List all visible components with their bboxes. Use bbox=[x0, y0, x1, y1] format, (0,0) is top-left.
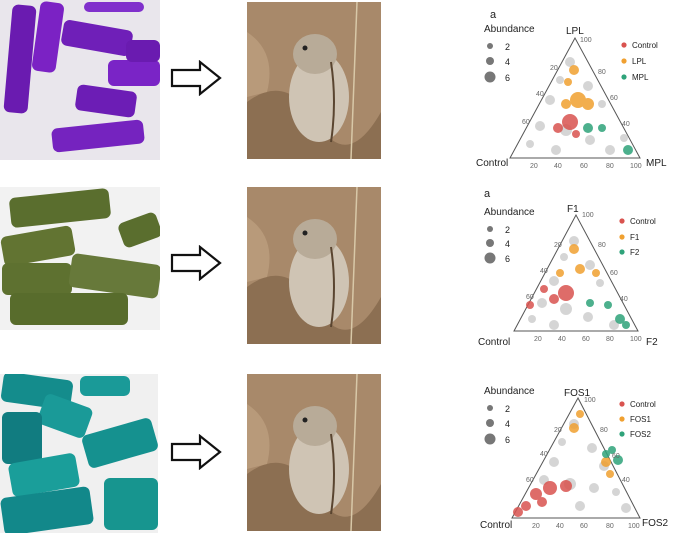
svg-text:40: 40 bbox=[558, 336, 566, 343]
right-arrow-icon bbox=[170, 245, 222, 281]
svg-text:F1: F1 bbox=[630, 233, 640, 242]
svg-text:Control: Control bbox=[630, 217, 656, 226]
svg-text:20: 20 bbox=[534, 336, 542, 343]
teal-pellets-photo bbox=[0, 374, 158, 533]
ternary-plot-3: Abundance 2 4 6 Control FOS1 FOS2 100 80… bbox=[480, 386, 669, 531]
svg-text:100: 100 bbox=[630, 336, 642, 343]
left-axis-label: Control bbox=[476, 158, 508, 169]
svg-text:60: 60 bbox=[526, 294, 534, 301]
svg-text:4: 4 bbox=[505, 419, 510, 429]
right-arrow-icon bbox=[170, 60, 222, 96]
svg-text:80: 80 bbox=[598, 69, 606, 76]
svg-text:4: 4 bbox=[505, 57, 510, 67]
right-arrow-icon bbox=[170, 434, 222, 470]
svg-text:40: 40 bbox=[620, 296, 628, 303]
row-3: Abundance 2 4 6 Control FOS1 FOS2 100 80… bbox=[0, 370, 674, 533]
svg-text:20: 20 bbox=[554, 242, 562, 249]
panel-letter: a bbox=[490, 9, 497, 21]
purple-pellets-photo bbox=[0, 0, 160, 160]
svg-text:60: 60 bbox=[582, 336, 590, 343]
svg-text:FOS2: FOS2 bbox=[630, 430, 651, 439]
svg-text:2: 2 bbox=[505, 225, 510, 235]
row-1: a Abundance 2 4 6 Control LPL MPL 100 80… bbox=[0, 0, 674, 170]
svg-text:100: 100 bbox=[580, 37, 592, 44]
top-axis-label: F1 bbox=[567, 204, 579, 215]
svg-text:60: 60 bbox=[580, 523, 588, 530]
svg-text:F2: F2 bbox=[630, 248, 640, 257]
svg-text:20: 20 bbox=[532, 523, 540, 530]
svg-text:40: 40 bbox=[540, 268, 548, 275]
left-axis-label: Control bbox=[480, 520, 512, 531]
svg-text:100: 100 bbox=[628, 523, 640, 530]
svg-text:40: 40 bbox=[622, 121, 630, 128]
svg-text:60: 60 bbox=[580, 163, 588, 170]
svg-text:100: 100 bbox=[582, 212, 594, 219]
svg-text:40: 40 bbox=[540, 451, 548, 458]
svg-text:Control: Control bbox=[630, 400, 656, 409]
abundance-title: Abundance bbox=[484, 24, 535, 35]
svg-text:FOS1: FOS1 bbox=[630, 415, 651, 424]
svg-text:60: 60 bbox=[612, 453, 620, 460]
svg-text:Control: Control bbox=[632, 41, 658, 50]
svg-text:40: 40 bbox=[536, 91, 544, 98]
svg-text:60: 60 bbox=[526, 477, 534, 484]
svg-text:80: 80 bbox=[606, 336, 614, 343]
left-axis-label: Control bbox=[478, 337, 510, 348]
svg-text:40: 40 bbox=[556, 523, 564, 530]
svg-text:6: 6 bbox=[505, 254, 510, 264]
ternary-plot-1: a Abundance 2 4 6 Control LPL MPL 100 80… bbox=[476, 9, 667, 170]
svg-text:LPL: LPL bbox=[632, 57, 647, 66]
top-axis-label: LPL bbox=[566, 26, 584, 37]
zokor-photo bbox=[247, 187, 381, 344]
right-axis-label: F2 bbox=[646, 337, 658, 348]
svg-text:20: 20 bbox=[554, 427, 562, 434]
svg-text:2: 2 bbox=[505, 404, 510, 414]
svg-text:60: 60 bbox=[610, 270, 618, 277]
svg-text:40: 40 bbox=[554, 163, 562, 170]
svg-text:MPL: MPL bbox=[632, 73, 649, 82]
svg-text:100: 100 bbox=[584, 397, 596, 404]
svg-text:40: 40 bbox=[622, 477, 630, 484]
svg-text:20: 20 bbox=[550, 65, 558, 72]
zokor-photo bbox=[247, 374, 381, 531]
svg-text:20: 20 bbox=[530, 163, 538, 170]
svg-text:60: 60 bbox=[610, 95, 618, 102]
svg-text:6: 6 bbox=[505, 435, 510, 445]
svg-text:4: 4 bbox=[505, 239, 510, 249]
panel-letter: a bbox=[484, 188, 491, 200]
svg-text:80: 80 bbox=[600, 427, 608, 434]
right-axis-label: FOS2 bbox=[642, 518, 669, 529]
row-2: a Abundance 2 4 6 Control F1 F2 100 80 6… bbox=[0, 185, 674, 355]
top-axis-label: FOS1 bbox=[564, 388, 591, 399]
svg-text:80: 80 bbox=[606, 523, 614, 530]
abundance-title: Abundance bbox=[484, 207, 535, 218]
svg-text:80: 80 bbox=[598, 242, 606, 249]
svg-text:100: 100 bbox=[630, 163, 642, 170]
svg-text:60: 60 bbox=[522, 119, 530, 126]
zokor-photo bbox=[247, 2, 381, 159]
svg-text:6: 6 bbox=[505, 73, 510, 83]
svg-text:2: 2 bbox=[505, 42, 510, 52]
abundance-title: Abundance bbox=[484, 386, 535, 397]
green-pellets-photo bbox=[0, 187, 160, 330]
svg-text:80: 80 bbox=[606, 163, 614, 170]
right-axis-label: MPL bbox=[646, 158, 667, 169]
ternary-plot-2: a Abundance 2 4 6 Control F1 F2 100 80 6… bbox=[478, 188, 658, 348]
